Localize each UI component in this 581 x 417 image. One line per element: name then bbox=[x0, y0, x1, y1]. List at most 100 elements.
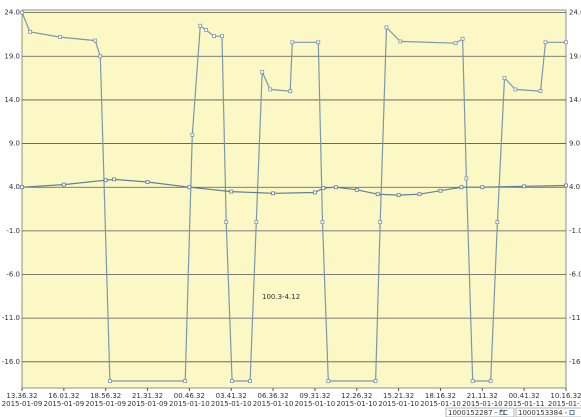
point-marker bbox=[204, 28, 209, 32]
point-marker bbox=[61, 182, 66, 187]
point-marker bbox=[316, 40, 321, 45]
y-tick-label: -1.0 bbox=[6, 227, 20, 235]
x-tick-label: 2015-01-10 bbox=[420, 400, 461, 408]
point-marker bbox=[488, 379, 493, 383]
point-marker bbox=[320, 220, 325, 225]
y2-tick-label: 4.0 bbox=[569, 183, 580, 191]
point-marker bbox=[354, 187, 359, 192]
point-marker bbox=[417, 192, 422, 197]
point-marker bbox=[453, 41, 458, 46]
point-marker bbox=[20, 185, 24, 190]
x-tick-label: 2015-01-10 bbox=[336, 400, 377, 408]
point-marker bbox=[190, 132, 195, 137]
x-tick-label: 2015-01-10 bbox=[253, 400, 294, 408]
point-marker bbox=[20, 10, 24, 15]
point-marker bbox=[268, 87, 273, 92]
point-marker bbox=[183, 379, 188, 383]
point-marker bbox=[271, 191, 275, 196]
x-tick-label: 00.46.32 bbox=[174, 392, 205, 400]
point-marker bbox=[187, 185, 192, 190]
x-tick-label: 18.56.32 bbox=[90, 392, 121, 400]
point-marker bbox=[438, 188, 443, 193]
point-marker bbox=[254, 220, 259, 225]
x-tick-label: 2015-01-10 bbox=[169, 400, 210, 408]
point-marker bbox=[224, 220, 229, 225]
point-marker bbox=[288, 89, 293, 94]
point-marker bbox=[495, 220, 500, 225]
point-marker bbox=[112, 177, 116, 182]
y2-tick-label: -1.0 bbox=[569, 227, 581, 235]
x-tick-label: 16.01.32 bbox=[48, 392, 79, 400]
y2-tick-label: -16.0 bbox=[569, 358, 581, 366]
legend-swatch bbox=[499, 410, 505, 415]
point-marker bbox=[522, 184, 527, 189]
legend-box bbox=[515, 407, 581, 417]
x-tick-label: 12.26.32 bbox=[341, 392, 372, 400]
y2-tick-label: 24.0 bbox=[569, 9, 581, 17]
x-tick-label: 2015-01-09 bbox=[127, 400, 168, 408]
y2-tick-label: -6.0 bbox=[569, 271, 581, 279]
point-marker bbox=[564, 183, 568, 188]
y-tick-label: 9.0 bbox=[9, 140, 20, 148]
series-line bbox=[21, 178, 567, 196]
point-marker bbox=[326, 379, 331, 383]
y2-tick-label: 19.0 bbox=[569, 52, 581, 60]
point-marker bbox=[107, 379, 112, 383]
point-marker bbox=[378, 220, 383, 225]
point-marker bbox=[398, 39, 403, 44]
point-marker bbox=[321, 186, 326, 190]
y-tick-label: 4.0 bbox=[9, 183, 20, 191]
x-tick-label: 03.41.32 bbox=[216, 392, 247, 400]
point-marker bbox=[373, 379, 378, 383]
y-tick-label: -16.0 bbox=[2, 358, 20, 366]
point-marker bbox=[98, 54, 103, 59]
y-tick-label: 19.0 bbox=[4, 52, 20, 60]
point-marker bbox=[290, 40, 295, 45]
point-marker bbox=[543, 40, 548, 45]
point-marker bbox=[375, 192, 380, 197]
point-marker bbox=[480, 185, 485, 190]
point-marker bbox=[313, 190, 317, 195]
legend-label: 1000153384 - bbox=[518, 409, 568, 417]
y-tick-label: 24.0 bbox=[4, 9, 20, 17]
point-marker bbox=[103, 178, 108, 183]
y2-tick-label: 14.0 bbox=[569, 96, 581, 104]
point-marker bbox=[464, 176, 469, 181]
legend-label: 1000152287 - °C bbox=[448, 409, 508, 417]
x-tick-label: 09.31.32 bbox=[299, 392, 330, 400]
point-marker bbox=[333, 185, 338, 190]
point-marker bbox=[384, 25, 389, 30]
x-tick-label: 2015-01-11 bbox=[504, 400, 545, 408]
x-tick-label: 21.11.32 bbox=[467, 392, 498, 400]
point-marker bbox=[248, 379, 252, 383]
point-marker bbox=[212, 34, 216, 39]
x-tick-label: 2015-01-09 bbox=[85, 400, 126, 408]
y-tick-label: 14.0 bbox=[4, 96, 20, 104]
point-marker bbox=[396, 193, 401, 197]
y-tick-label: -6.0 bbox=[6, 271, 20, 279]
point-marker bbox=[460, 36, 465, 41]
point-marker bbox=[260, 70, 265, 74]
point-marker bbox=[198, 23, 203, 28]
y2-tick-label: -11.0 bbox=[569, 314, 581, 322]
series-line bbox=[21, 12, 566, 382]
x-tick-label: 2015-01-10 bbox=[295, 400, 336, 408]
point-marker bbox=[220, 34, 224, 39]
point-marker bbox=[564, 40, 568, 45]
plot-area bbox=[21, 9, 567, 389]
x-tick-label: 2015-01-10 bbox=[211, 400, 252, 408]
x-tick-label: 2015-01-1 bbox=[548, 400, 581, 408]
x-tick-label: 2015-01-10 bbox=[378, 400, 419, 408]
x-tick-label: 06.36.32 bbox=[257, 392, 288, 400]
x-tick-label: 15.21.32 bbox=[383, 392, 414, 400]
point-marker bbox=[93, 38, 98, 43]
point-marker bbox=[513, 87, 518, 92]
x-tick-label: 2015-01-10 bbox=[462, 400, 503, 408]
x-tick-label: 18.16.32 bbox=[425, 392, 456, 400]
x-tick-label: 13.36.32 bbox=[6, 392, 37, 400]
legend-swatch bbox=[569, 410, 575, 415]
legend-box bbox=[445, 407, 515, 417]
x-tick-label: 2015-01-09 bbox=[2, 400, 43, 408]
point-marker bbox=[538, 89, 543, 94]
point-marker bbox=[459, 185, 464, 190]
